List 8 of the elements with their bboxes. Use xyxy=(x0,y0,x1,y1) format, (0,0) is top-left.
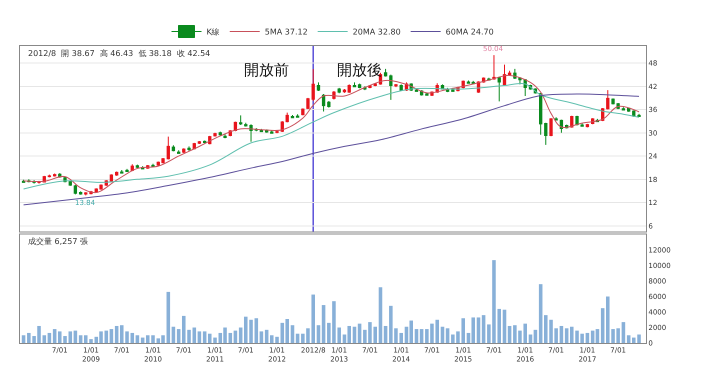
legend-label: 20MA 32.80 xyxy=(352,28,401,37)
annotation: 成交量 6,257 張 xyxy=(28,237,88,246)
annotation: 開放前 xyxy=(244,61,289,79)
legend-label: 60MA 24.70 xyxy=(446,28,494,37)
annotation: 2012/8 開 38.67 高 46.43 低 38.18 收 42.54 xyxy=(28,49,210,58)
legend-label: 5MA 37.12 xyxy=(264,28,308,37)
annotation: 開放後 xyxy=(337,61,382,79)
legend-label: K線 xyxy=(206,28,220,37)
